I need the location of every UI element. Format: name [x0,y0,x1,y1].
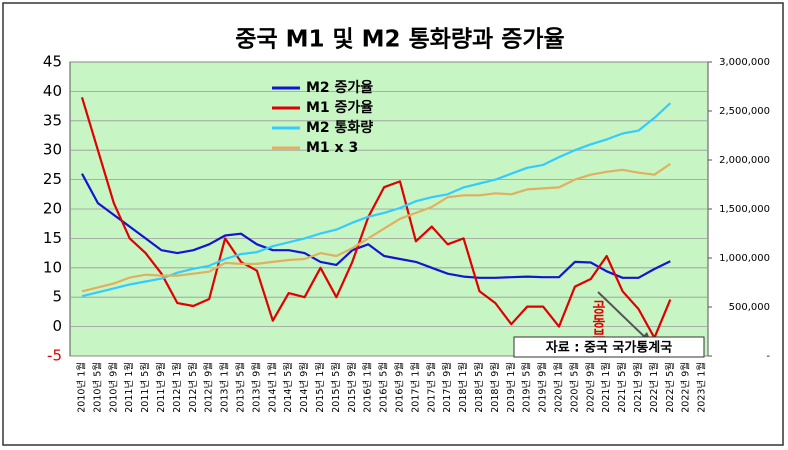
y2-tick-label: 500,000 [729,302,770,313]
x-tick-label: 2013년 5월 [235,362,247,413]
x-tick-label: 2016년 5월 [378,362,390,413]
x-tick-label: 2014년 5월 [282,362,294,413]
x-tick-label: 2019년 1월 [505,362,517,413]
x-tick-label: 2011년 5월 [139,362,151,413]
x-tick-label: 2020년 1월 [553,362,565,413]
x-tick-label: 2018년 1월 [457,362,469,413]
series-line [81,173,671,279]
x-tick-label: 2018년 5월 [473,362,485,413]
x-tick-label: 2022년 5월 [664,362,676,413]
x-tick-label: 2010년 1월 [76,362,88,413]
x-tick-label: 2018년 9월 [489,362,501,413]
x-tick-label: 2022년 9월 [680,362,692,413]
y-tick-label: 5 [52,288,62,306]
x-tick-label: 2011년 9월 [155,362,167,413]
y2-tick-label: 2,500,000 [719,106,770,117]
legend-label: M1 증가율 [306,99,373,116]
legend-label: M2 통화량 [306,120,373,136]
x-tick-label: 2015년 1월 [314,362,326,413]
y-tick-label: 10 [43,258,62,276]
x-tick-label: 2012년 5월 [187,362,199,413]
x-tick-label: 2023년 1월 [696,362,708,413]
x-tick-label: 2017년 9월 [441,362,453,413]
y-tick-label: 25 [43,170,62,188]
source: 자료 : 중국 국가통계국 [546,341,672,356]
source-box [513,336,705,358]
x-tick-label: 2017년 5월 [425,362,437,413]
y2-tick-label: - [766,351,770,362]
y2-tick-label: 3,000,000 [719,57,770,68]
chart-title: 중국 M1 및 M2 통화량과 증가율 [235,27,564,53]
x-tick-label: 2016년 9월 [394,362,406,413]
series-line [81,162,671,293]
x-tick-label: 2015년 5월 [330,362,342,413]
y2-tick-label: 1,000,000 [719,253,770,264]
y-tick-label: 35 [43,111,62,129]
y-tick-label: 0 [52,317,62,335]
x-tick-label: 2015년 9월 [346,362,358,413]
y-tick-label: 45 [43,53,62,71]
x-tick-label: 2010년 5월 [91,362,103,413]
y-tick-label: -5 [47,347,62,365]
arrow [597,291,653,345]
x-tick-label: 2013년 1월 [219,362,231,413]
x-tick-label: 2012년 9월 [203,362,215,413]
x-tick-label: 2014년 9월 [298,362,310,413]
x-tick-label: 2019년 5월 [521,362,533,413]
x-tick-label: 2019년 9월 [537,362,549,413]
x-tick-label: 2011년 1월 [123,362,135,413]
x-tick-label: 2021년 9월 [632,362,644,413]
y2-tick-label: 1,500,000 [719,204,770,215]
x-tick-label: 2014년 1월 [266,362,278,413]
x-tick-label: 2020년 5월 [568,362,580,413]
y-tick-label: 20 [43,200,62,218]
x-tick-label: 2021년 5월 [616,362,628,413]
x-tick-label: 2013년 9월 [250,362,262,413]
legend-label: M1 x 3 [306,140,358,156]
x-tick-label: 2016년 1월 [362,362,374,413]
y-tick-label: 40 [43,82,62,100]
x-tick-label: 2010년 9월 [107,362,119,413]
x-tick-label: 2017년 1월 [409,362,421,413]
x-tick-label: 2020년 9월 [584,362,596,413]
legend-label: M2 증가율 [306,79,373,96]
series-line [80,96,672,339]
x-tick-label: 2021년 1월 [600,362,612,413]
y-tick-label: 15 [43,229,62,247]
x-tick-label: 2012년 1월 [171,362,183,413]
y2-tick-label: 2,000,000 [719,155,770,166]
x-tick-label: 2022년 1월 [648,362,660,413]
legend: M2 증가율 M1 증가율 M2 통화량 M1 x 3 [272,79,373,156]
series-line [81,102,672,298]
y-tick-label: 30 [43,141,62,159]
lines [80,96,672,339]
